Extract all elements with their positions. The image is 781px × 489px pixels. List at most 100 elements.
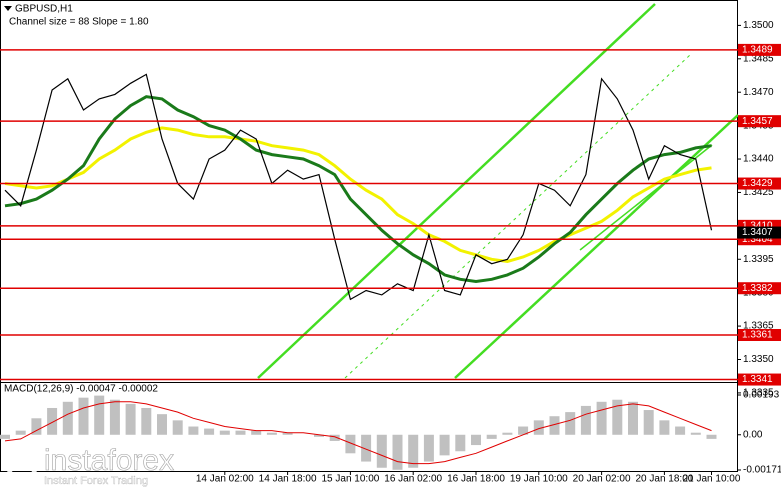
plot-frame [0,0,738,472]
macd-bar [565,412,576,435]
level-box [738,373,781,386]
y-tick-label: 0.00193 [743,390,780,401]
level-box [738,328,781,341]
macd-bar [549,416,560,435]
y-tick-label: 1.3350 [743,354,774,365]
macd-bar [423,434,434,462]
macd-bar [62,401,73,435]
macd-bar [643,410,654,435]
channel-info: Channel size = 88 Slope = 1.80 [9,17,149,28]
macd-bar [172,420,183,435]
macd-bar [376,434,387,468]
macd-bar [78,397,89,435]
macd-bar [628,401,638,435]
macd-bar [612,399,623,435]
symbol-title: GBPUSD,H1 [15,4,73,15]
macd-bar [455,434,466,452]
channel-middle [344,54,691,379]
level-box [738,282,781,295]
current-price-box [738,226,781,239]
level-box [738,43,781,56]
channel-short [579,144,713,251]
level-label: 1.3382 [742,283,773,294]
macd-bar [204,428,215,435]
macd-bar [439,434,450,456]
level-label: 1.3361 [742,330,773,341]
macd-bar [251,430,262,435]
macd-bar [125,403,136,435]
macd-bar [188,426,199,435]
macd-bar [235,430,246,435]
channel-upper [257,3,656,379]
macd-bar [361,434,372,462]
signal-line [4,401,712,465]
x-tick-label: 20 Jan 18:00 [635,474,693,485]
macd-bar [94,395,105,435]
macd-bar [518,426,529,435]
x-tick-label: 14 Jan 02:00 [196,474,254,485]
y-tick-label: 1.3440 [743,154,774,165]
y-tick-label: 0.00 [743,429,763,440]
channel-lower [454,114,739,379]
level-label: 1.3341 [742,374,773,385]
watermark-tagline: Instant Forex Trading [44,475,148,487]
level-box [738,115,781,128]
macd-bar [109,399,120,435]
series-line [4,95,712,284]
watermark: instaforex Instant Forex Trading [5,444,174,487]
macd-bar [47,407,58,435]
macd-bar [580,405,591,435]
x-tick-label: 21 Jan 10:00 [683,474,741,485]
y-tick-label: 1.3335 [743,388,774,399]
macd-title: MACD(12,26,9) -0.00047 -0.00002 [4,384,158,395]
level-label: 1.3429 [742,178,773,189]
x-tick-label: 20 Jan 02:00 [573,474,631,485]
current-price-label: 1.3407 [742,227,773,238]
macd-bar [486,434,497,439]
level-label: 1.3489 [742,45,773,56]
level-label: 1.3404 [742,234,773,245]
macd-bar [31,418,42,435]
macd-bar [314,434,324,437]
macd-bar [157,414,167,435]
x-tick-label: 16 Jan 02:00 [384,474,442,485]
macd-bar [502,432,513,435]
level-label: 1.3457 [742,116,773,127]
y-tick-label: -0.00171 [743,465,781,476]
macd-bar [282,432,293,435]
macd-bar [392,434,403,470]
macd-bar [471,434,481,446]
level-label: 1.3410 [742,220,773,231]
watermark-logo [5,446,39,480]
x-tick-label: 15 Jan 10:00 [321,474,379,485]
macd-bar [15,430,26,435]
macd-bar [141,407,152,435]
series-line [4,126,712,264]
channel [257,3,739,379]
macd-bar [329,434,340,441]
level-box [738,177,781,190]
macd-bar [533,420,544,435]
y-tick-label: 1.3425 [743,187,774,198]
y-tick-label: 1.3365 [743,321,774,332]
macd-bar [266,432,277,435]
y-tick-label: 1.3395 [743,254,774,265]
macd-bar [675,426,686,435]
watermark-brand: instaforex [44,444,174,477]
symbol-marker [4,6,12,11]
macd-bar [596,401,607,435]
macd-bar [408,434,419,468]
macd-bar [219,430,230,435]
macd-bar [690,432,701,435]
y-tick-label: 1.3500 [743,20,774,31]
macd-bar [706,434,717,439]
y-tick-label: 1.3470 [743,87,774,98]
y-tick-label: 1.3485 [743,53,774,64]
macd-bar [659,420,670,435]
macd-bar [0,434,10,439]
x-tick-label: 14 Jan 18:00 [259,474,317,485]
macd-bar [345,434,356,454]
x-tick-label: 16 Jan 18:00 [447,474,505,485]
x-tick-label: 19 Jan 10:00 [510,474,568,485]
